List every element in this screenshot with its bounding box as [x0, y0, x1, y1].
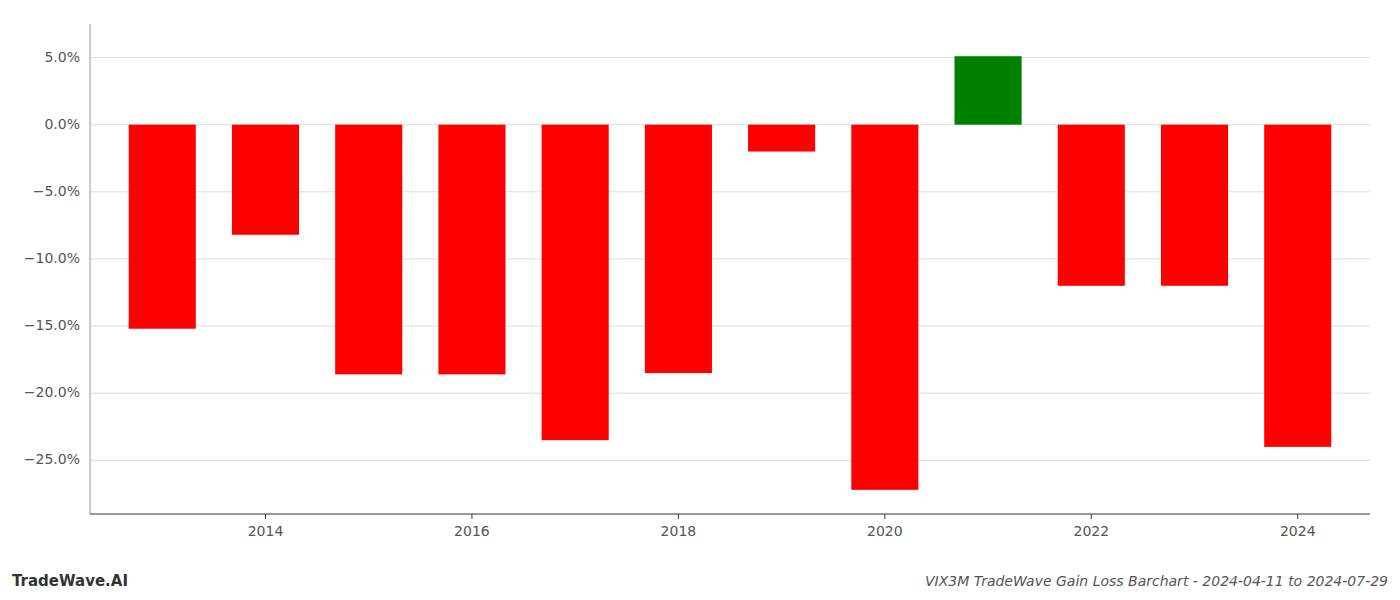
- bar: [232, 125, 299, 235]
- axes: [90, 24, 1370, 514]
- bar: [335, 125, 402, 375]
- x-tick: [1091, 514, 1092, 519]
- bar: [438, 125, 505, 375]
- bar: [542, 125, 609, 440]
- watermark: TradeWave.AI: [12, 572, 128, 590]
- x-tick: [884, 514, 885, 519]
- y-tick-label: 5.0%: [44, 49, 80, 65]
- y-tick-label: −15.0%: [24, 317, 80, 333]
- bars: [129, 56, 1332, 490]
- grid-line: [90, 326, 1370, 327]
- chart-svg: −25.0% −20.0% −15.0% −10.0% −5.0% 0.0% 5.0% 201…: [0, 0, 1400, 600]
- y-tick-label: −5.0%: [33, 183, 80, 199]
- x-tick-label: 2020: [867, 523, 903, 539]
- bar: [1058, 125, 1125, 286]
- bar: [129, 125, 196, 329]
- grid-line: [90, 393, 1370, 394]
- grid-line: [90, 57, 1370, 58]
- y-tick-label: 0.0%: [44, 116, 80, 132]
- bar: [955, 56, 1022, 124]
- x-tick: [678, 514, 679, 519]
- x-tick-label: 2014: [248, 523, 284, 539]
- bar: [748, 125, 815, 152]
- x-axis-line: [90, 514, 1370, 515]
- bar: [1264, 125, 1331, 447]
- grid-line: [90, 460, 1370, 461]
- y-tick-label: −10.0%: [24, 250, 80, 266]
- chart-container: −25.0% −20.0% −15.0% −10.0% −5.0% 0.0% 5.0% 201…: [0, 0, 1400, 600]
- x-tick: [1297, 514, 1298, 519]
- x-tick: [471, 514, 472, 519]
- y-tick-label: −20.0%: [24, 384, 80, 400]
- x-tick-label: 2022: [1073, 523, 1109, 539]
- y-tick-label: −25.0%: [24, 451, 80, 467]
- x-tick: [265, 514, 266, 519]
- grid: [90, 58, 1370, 461]
- bar: [645, 125, 712, 373]
- title: VIX3M TradeWave Gain Loss Barchart - 202…: [925, 573, 1388, 589]
- x-tick-label: 2018: [661, 523, 697, 539]
- y-axis-line: [90, 24, 91, 514]
- bar: [851, 125, 918, 490]
- y-tick-labels: −25.0% −20.0% −15.0% −10.0% −5.0% 0.0% 5.0%: [24, 49, 80, 468]
- x-ticks: 2014 2016 2018 2020 2022 2024: [248, 514, 1316, 539]
- bar: [1161, 125, 1228, 286]
- x-tick-label: 2016: [454, 523, 490, 539]
- x-tick-label: 2024: [1280, 523, 1316, 539]
